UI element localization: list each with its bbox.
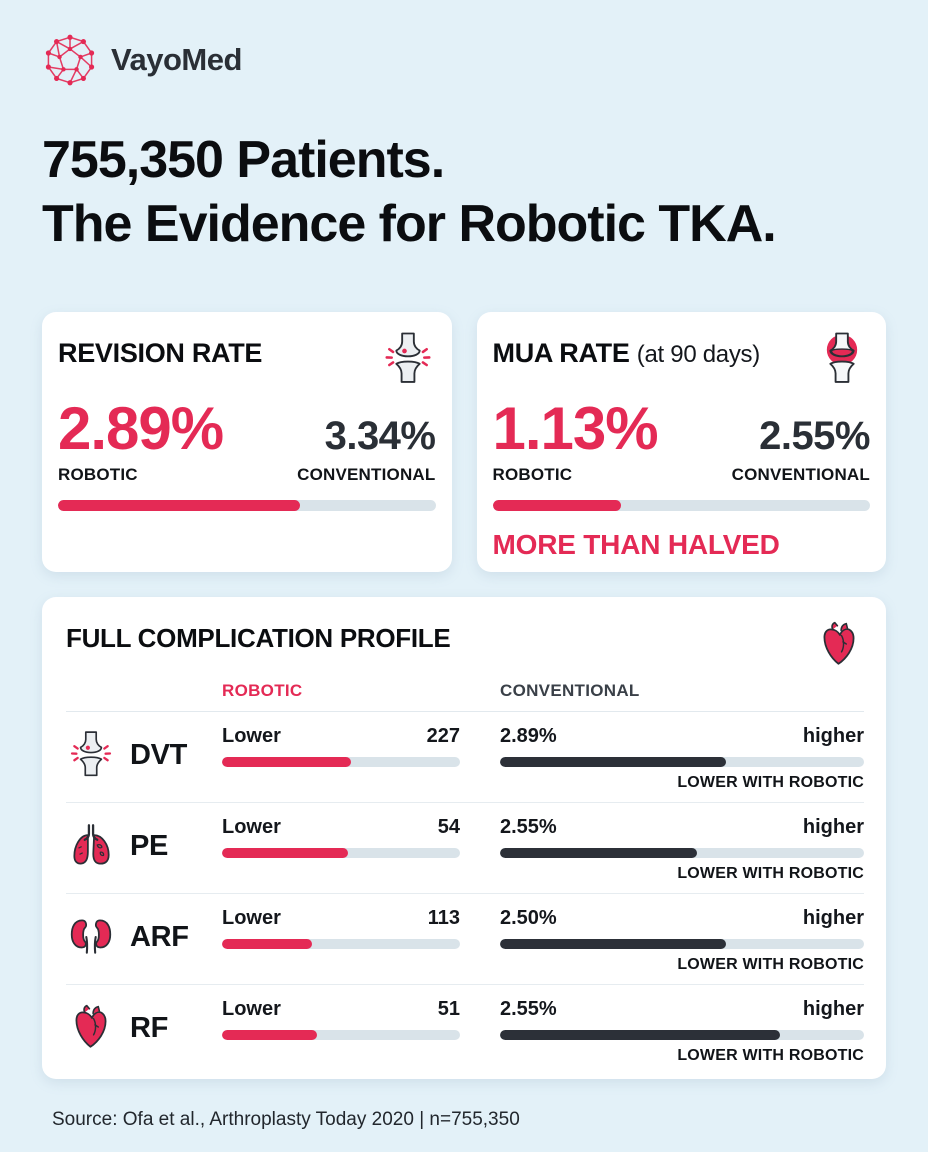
conventional-cell: 2.55% higher LOWER WITH ROBOTIC: [460, 998, 864, 1065]
robotic-cell: Lower 113: [222, 907, 460, 949]
conventional-bar: [500, 847, 864, 858]
row-label: DVT: [130, 738, 188, 771]
robotic-bar-fill: [222, 1029, 318, 1040]
robotic-bar: [222, 938, 460, 949]
conventional-column-header: CONVENTIONAL: [500, 680, 640, 700]
mua-rate-card: MUA RATE (at 90 days) 1.13% 2.55% ROBOTI…: [476, 311, 886, 572]
source-citation: Source: Ofa et al., Arthroplasty Today 2…: [52, 1108, 520, 1130]
conventional-bar-fill: [500, 847, 697, 858]
row-note: LOWER WITH ROBOTIC: [677, 773, 864, 791]
robotic-text: Lower: [222, 906, 281, 929]
heart-icon: [75, 1004, 107, 1048]
robotic-value: 2.89%: [58, 394, 224, 462]
title-line-1: 755,350 Patients.: [42, 131, 445, 189]
robotic-count: 227: [426, 724, 460, 747]
conventional-bar: [500, 938, 864, 949]
complication-profile-card: FULL COMPLICATION PROFILE ROBOTIC CONVEN…: [42, 596, 886, 1079]
conventional-text: higher: [802, 906, 864, 929]
robotic-cell: Lower 51: [222, 998, 460, 1040]
robotic-bar-fill: [222, 847, 349, 858]
conventional-label: CONVENTIONAL: [297, 464, 436, 484]
brand-header: VayoMed: [0, 0, 928, 88]
revision-rate-labels: ROBOTIC CONVENTIONAL: [58, 465, 436, 485]
mua-rate-title-text: MUA RATE: [492, 337, 630, 368]
conventional-cell: 2.50% higher LOWER WITH ROBOTIC: [460, 907, 864, 974]
complication-row-pe: PE Lower 54 2.55% higher LOWER WITH ROBO…: [66, 803, 864, 894]
robotic-label: ROBOTIC: [58, 464, 138, 484]
robotic-bar: [222, 847, 460, 858]
robotic-value: 1.13%: [492, 394, 659, 462]
complication-row-rf: RF Lower 51 2.55% higher LOWER WITH ROBO…: [66, 985, 864, 1075]
robotic-text: Lower: [222, 997, 281, 1020]
row-label: ARF: [130, 920, 189, 953]
row-label: RF: [130, 1011, 169, 1044]
robotic-column-header: ROBOTIC: [222, 680, 303, 700]
title-line-2: The Evidence for Robotic TKA.: [42, 195, 777, 254]
conventional-percent: 2.55%: [500, 815, 557, 838]
revision-rate-title: REVISION RATE: [58, 337, 263, 368]
conventional-label: CONVENTIONAL: [731, 464, 870, 484]
conventional-text: higher: [802, 724, 864, 747]
robotic-cell: Lower 227: [222, 725, 460, 767]
conventional-cell: 2.55% higher LOWER WITH ROBOTIC: [460, 816, 864, 883]
row-label: PE: [130, 829, 169, 862]
revision-rate-values: 2.89% 3.34%: [58, 394, 436, 463]
robotic-bar: [222, 756, 460, 767]
kidneys-icon: [70, 919, 112, 954]
robotic-count: 113: [427, 906, 460, 929]
robotic-count: 51: [437, 997, 460, 1020]
conventional-bar-fill: [500, 938, 726, 949]
complication-profile-header: FULL COMPLICATION PROFILE: [66, 621, 864, 669]
page-title: 755,350 Patients. The Evidence for Robot…: [42, 128, 886, 257]
column-headers: ROBOTIC CONVENTIONAL: [66, 681, 864, 712]
brand-name: VayoMed: [111, 42, 242, 77]
conventional-text: higher: [802, 815, 864, 838]
row-note: LOWER WITH ROBOTIC: [677, 864, 864, 882]
mua-rate-labels: ROBOTIC CONVENTIONAL: [493, 465, 871, 485]
network-globe-icon: [45, 33, 95, 87]
knee-joint-icon: [70, 730, 112, 777]
stat-cards-row: REVISION RATE 2.89% 3.34% ROBOTIC CONVEN…: [42, 311, 886, 572]
knee-joint-icon: [384, 332, 431, 384]
robotic-bar-fill: [222, 938, 313, 949]
complication-profile-title: FULL COMPLICATION PROFILE: [66, 622, 451, 653]
heart-icon: [823, 621, 855, 665]
mua-rate-values: 1.13% 2.55%: [493, 394, 871, 463]
conventional-value: 2.55%: [759, 413, 870, 458]
conventional-text: higher: [802, 997, 864, 1020]
revision-rate-card-header: REVISION RATE: [58, 332, 436, 386]
mua-rate-card-header: MUA RATE (at 90 days): [492, 332, 871, 386]
conventional-value: 3.34%: [324, 413, 436, 458]
revision-rate-bar: [58, 499, 436, 511]
mua-rate-title: MUA RATE (at 90 days): [492, 337, 761, 369]
lungs-icon: [73, 823, 110, 865]
revision-rate-bar-fill: [58, 499, 300, 511]
mua-rate-bar-fill: [492, 499, 621, 511]
row-note: LOWER WITH ROBOTIC: [677, 1046, 864, 1064]
conventional-bar-fill: [500, 756, 726, 767]
mua-rate-subtitle: (at 90 days): [636, 340, 760, 368]
conventional-bar-fill: [500, 1029, 781, 1040]
row-note: LOWER WITH ROBOTIC: [677, 955, 864, 973]
robotic-text: Lower: [222, 815, 281, 838]
conventional-cell: 2.89% higher LOWER WITH ROBOTIC: [460, 725, 864, 792]
conventional-bar: [500, 756, 864, 767]
knee-joint-highlight-icon: [825, 332, 859, 383]
robotic-bar-fill: [222, 756, 351, 767]
robotic-text: Lower: [222, 724, 281, 747]
conventional-percent: 2.50%: [500, 906, 557, 929]
robotic-label: ROBOTIC: [492, 464, 573, 484]
complication-row-arf: ARF Lower 113 2.50% higher LOWER WITH RO…: [66, 894, 864, 985]
robotic-count: 54: [437, 815, 460, 838]
robotic-cell: Lower 54: [222, 816, 460, 858]
mua-rate-callout: MORE THAN HALVED: [492, 528, 780, 560]
conventional-percent: 2.55%: [500, 997, 557, 1020]
conventional-bar: [500, 1029, 864, 1040]
robotic-bar: [222, 1029, 460, 1040]
conventional-percent: 2.89%: [500, 724, 557, 747]
complication-row-dvt: DVT Lower 227 2.89% higher LOWER WITH RO…: [66, 712, 864, 803]
revision-rate-card: REVISION RATE 2.89% 3.34% ROBOTIC CONVEN…: [42, 311, 452, 572]
mua-rate-bar: [492, 499, 870, 511]
